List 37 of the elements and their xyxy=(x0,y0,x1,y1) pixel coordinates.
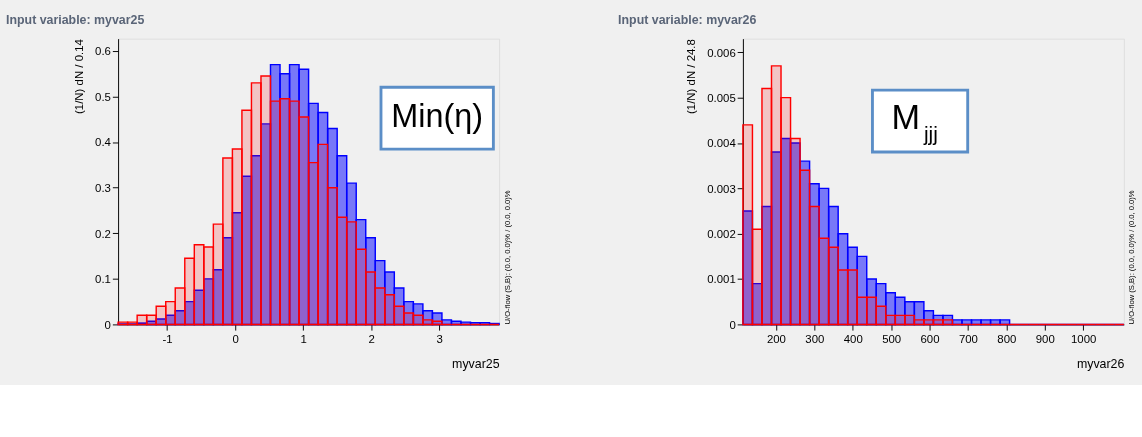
x-tick-label: -1 xyxy=(162,332,173,345)
x-tick-label: 200 xyxy=(766,332,786,345)
text: U/O-flow (S,B): (0.0, 0.0)% / (0.0, 0.0)% xyxy=(502,190,512,325)
y-tick-label: 0.1 xyxy=(95,273,111,286)
y-tick-label: 0.005 xyxy=(707,91,736,104)
x-axis-title: myvar26 xyxy=(1076,356,1125,371)
x-axis-title: myvar25 xyxy=(452,356,500,371)
text: U/O-flow (S,B): (0.0, 0.0)% / (0.0, 0.0)% xyxy=(1127,190,1137,325)
x-tick-label: 800 xyxy=(997,332,1017,345)
y-tick-label: 0.6 xyxy=(95,45,111,58)
y-tick-label: 0 xyxy=(104,318,111,331)
x-tick-label: 500 xyxy=(882,332,902,345)
chart-title: Input variable: myvar25 xyxy=(6,13,145,28)
x-tick-label: 900 xyxy=(1035,332,1055,345)
x-tick-label: 1000 xyxy=(1070,332,1097,345)
x-tick-label: 1 xyxy=(300,332,307,345)
annotation: Min(η) xyxy=(391,98,484,135)
y-tick-label: 0.006 xyxy=(707,46,736,59)
x-tick-label: 3 xyxy=(436,332,443,345)
y-tick-label: 0.5 xyxy=(95,90,111,103)
x-tick-label: 300 xyxy=(805,332,825,345)
y-tick-label: 0.004 xyxy=(707,137,737,150)
y-tick-label: 0.2 xyxy=(95,227,111,240)
x-tick-label: 2 xyxy=(368,332,375,345)
y-tick-label: 0.4 xyxy=(95,136,112,149)
x-tick-label: 700 xyxy=(958,332,978,345)
y-tick-label: 0.3 xyxy=(95,181,111,194)
y-tick-label: 0 xyxy=(729,318,736,331)
y-tick-label: 0.003 xyxy=(707,182,736,195)
y-tick-label: 0.001 xyxy=(707,273,736,286)
x-tick-label: 0 xyxy=(232,332,239,345)
chart-title: Input variable: myvar26 xyxy=(618,13,757,28)
y-tick-label: 0.002 xyxy=(707,227,736,240)
x-tick-label: 400 xyxy=(843,332,863,345)
y-axis-title: (1/N) dN / 0.14 xyxy=(72,38,85,114)
x-tick-label: 600 xyxy=(920,332,940,345)
y-axis-title: (1/N) dN / 24.8 xyxy=(684,39,697,114)
